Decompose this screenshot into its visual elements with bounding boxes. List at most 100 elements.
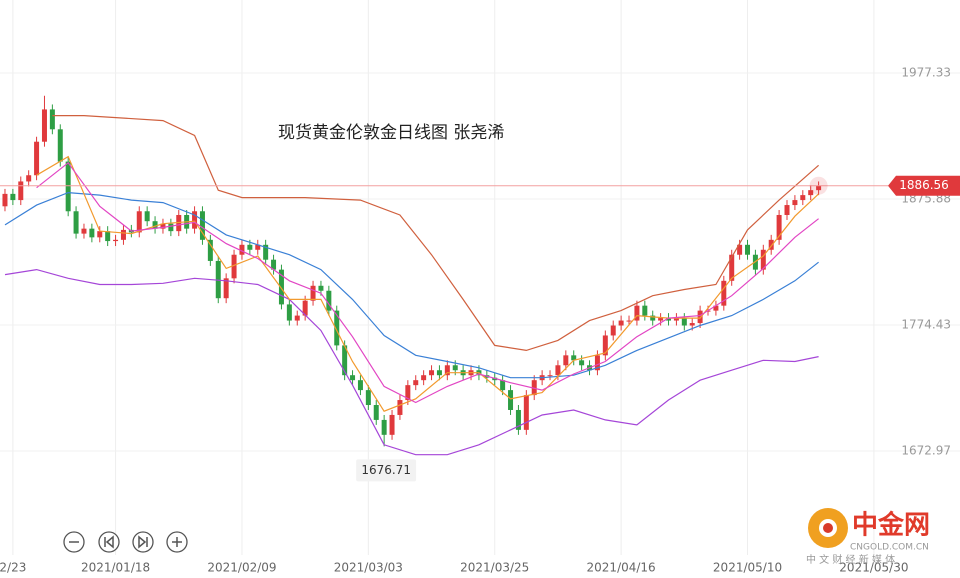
candle-body: [334, 310, 340, 346]
indicator-line: [4, 191, 819, 379]
candle-body: [610, 325, 616, 336]
candle-body: [350, 375, 356, 381]
candle-body: [634, 305, 640, 321]
candle-body: [160, 223, 166, 229]
zoom-in-button[interactable]: [166, 531, 188, 553]
candle-body: [681, 318, 687, 326]
candle-body: [571, 355, 577, 361]
candle-body: [10, 193, 16, 201]
candle-body: [120, 229, 126, 240]
candle-body: [508, 390, 514, 410]
candle-body: [642, 305, 648, 316]
candle-body: [713, 305, 719, 311]
x-tick-label: 2021/01/18: [81, 561, 150, 575]
candle-body: [784, 205, 790, 215]
candle-body: [318, 285, 324, 291]
zoom-out-button[interactable]: [63, 531, 85, 553]
candle-body: [2, 193, 8, 207]
candle-body: [199, 211, 205, 240]
candle-body: [618, 320, 624, 326]
logo-icon-dot: [823, 523, 833, 533]
last-price-tag: [888, 175, 960, 196]
next-button[interactable]: [132, 531, 154, 553]
candle-body: [26, 175, 32, 182]
x-tick-label: 2021/03/03: [334, 561, 403, 575]
candle-body: [579, 360, 585, 366]
candle-body: [192, 211, 198, 229]
logo-slogan: 中 文 财 经 新 媒 体: [806, 553, 895, 566]
candle-body: [365, 390, 371, 406]
candle-body: [737, 244, 743, 255]
candle-body: [278, 269, 284, 305]
candle-body: [342, 345, 348, 376]
x-tick-label: 2021/03/25: [460, 561, 529, 575]
candle-body: [452, 365, 458, 371]
candle-body: [223, 278, 229, 299]
candle-body: [81, 228, 87, 234]
candle-body: [444, 365, 450, 376]
candle-body: [697, 310, 703, 324]
candle-body: [729, 254, 735, 281]
candle-body: [113, 239, 119, 242]
candle-body: [41, 109, 47, 142]
candle-body: [523, 395, 529, 430]
candle-body: [176, 214, 182, 232]
candle-body: [136, 211, 142, 233]
candle-body: [73, 211, 79, 234]
indicator-line: [52, 115, 819, 352]
candle-body: [594, 355, 600, 371]
candle-body: [413, 380, 419, 386]
candle-body: [326, 290, 332, 311]
y-tick-label: 1672.97: [901, 444, 951, 458]
x-tick-label: 2021/05/10: [713, 561, 782, 575]
candle-body: [89, 228, 95, 238]
logo-name: 中金网: [852, 510, 930, 541]
last-price-glow: [809, 176, 828, 195]
candle-body: [105, 231, 111, 242]
candle-body: [626, 320, 632, 322]
candle-body: [97, 231, 103, 238]
low-label: 1676.71: [361, 463, 411, 477]
candle-body: [271, 259, 277, 270]
candle-body: [255, 244, 261, 250]
candle-body: [547, 375, 553, 377]
candle-body: [721, 280, 727, 306]
last-price-label: 1886.56: [899, 178, 949, 192]
candle-body: [531, 380, 537, 396]
x-tick-label: 2021/05/30: [839, 561, 908, 575]
candle-body: [421, 375, 427, 381]
candle-body: [650, 315, 656, 321]
candle-body: [405, 385, 411, 401]
candle-body: [666, 318, 672, 321]
candle-body: [800, 195, 806, 201]
prev-button[interactable]: [98, 531, 120, 553]
candle-body: [689, 323, 695, 326]
candle-body: [602, 335, 608, 356]
indicator-line: [4, 268, 819, 456]
candle-body: [816, 185, 822, 191]
candle-body: [500, 380, 506, 391]
candle-body: [18, 181, 24, 201]
x-tick-label: 2/23: [0, 561, 26, 575]
candle-body: [436, 370, 442, 376]
candle-body: [57, 129, 63, 162]
candle-body: [673, 318, 679, 321]
candle-body: [152, 221, 158, 229]
candle-body: [555, 365, 561, 376]
y-tick-label: 1977.33: [901, 65, 951, 79]
candle-body: [768, 239, 774, 250]
candle-body: [515, 409, 521, 430]
logo-domain: CNGOLD.COM.CN: [850, 543, 929, 553]
candle-body: [792, 200, 798, 206]
candle-body: [381, 419, 387, 435]
candle-body: [65, 161, 71, 212]
candle-body: [34, 141, 40, 176]
chart-title: 现货黄金伦敦金日线图 张尧浠: [278, 123, 504, 143]
candle-body: [357, 380, 363, 391]
candle-body: [563, 355, 569, 366]
candle-body: [760, 249, 766, 270]
y-tick-label: 1774.43: [901, 317, 951, 331]
